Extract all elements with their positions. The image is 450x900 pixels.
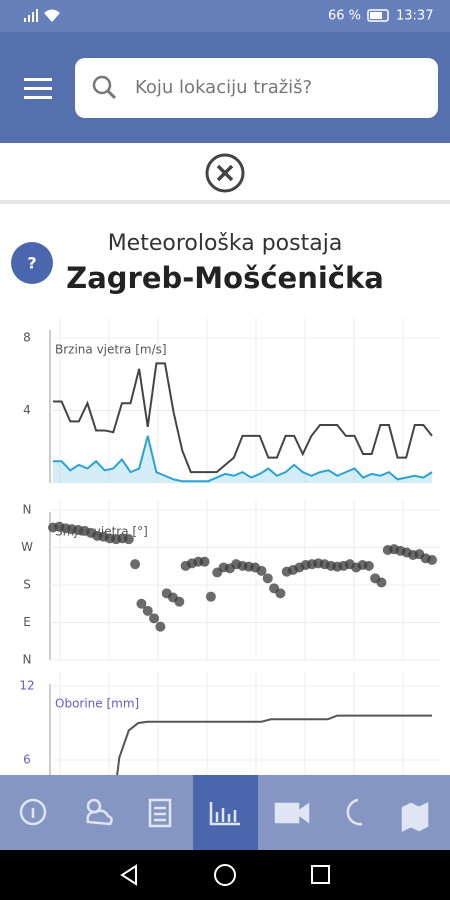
y-tick-label: W <box>21 540 33 554</box>
clock: 13:37 <box>396 9 433 24</box>
point <box>136 598 147 609</box>
search-placeholder: Koju lokaciju tražiš? <box>135 77 312 98</box>
battery-icon <box>367 9 389 22</box>
chart-title: Oborine [mm] <box>55 697 139 711</box>
chart-title: Brzina vjetra [m/s] <box>55 343 167 357</box>
station-heading: Meteorološka postaja <box>108 231 343 256</box>
recents-button[interactable] <box>311 865 330 884</box>
point <box>142 605 153 616</box>
search-icon <box>92 75 112 95</box>
menu-button[interactable] <box>24 78 52 99</box>
back-button[interactable] <box>120 864 137 886</box>
help-button[interactable] <box>11 242 53 284</box>
series-line <box>53 362 433 474</box>
point <box>427 555 437 565</box>
signal-icon <box>24 9 38 22</box>
y-tick-label: N <box>23 653 32 667</box>
y-tick-label: 8 <box>23 331 31 345</box>
wifi-icon <box>44 9 60 22</box>
y-tick-label: 4 <box>23 403 31 417</box>
point <box>149 613 160 624</box>
status-bar <box>0 0 450 32</box>
y-tick-label: E <box>23 615 31 629</box>
info-tab[interactable] <box>19 798 47 826</box>
chart-panel <box>0 318 450 488</box>
point <box>275 588 286 599</box>
charts: 4 8 Brzina vjetra [m/s] N W S E N Smjer vjetra [… <box>0 318 450 775</box>
battery-level <box>370 12 382 19</box>
series-line <box>116 714 432 775</box>
camera-tab[interactable] <box>274 802 310 824</box>
help-label: ? <box>27 254 36 273</box>
active-tab <box>193 775 258 850</box>
y-tick-label: 12 <box>19 679 34 693</box>
report-tab[interactable] <box>148 798 172 828</box>
y-tick-label: 6 <box>23 753 31 767</box>
chart-title: Smjer vjetra [°] <box>55 525 148 539</box>
series-area <box>53 435 432 483</box>
home-button[interactable] <box>214 864 236 886</box>
point <box>174 596 185 607</box>
chart-panel <box>0 672 450 775</box>
moon-tab[interactable] <box>346 798 363 826</box>
point <box>262 573 273 584</box>
point <box>130 559 141 570</box>
station-name: Zagreb-Mošćenička <box>66 261 384 295</box>
close-button[interactable] <box>205 153 245 193</box>
graphs-tab[interactable] <box>209 802 240 826</box>
point <box>376 577 387 588</box>
map-tab[interactable] <box>401 801 429 833</box>
point <box>123 534 134 545</box>
search-icon-handle <box>106 89 117 100</box>
point <box>256 565 267 576</box>
point <box>205 591 216 602</box>
point <box>155 621 166 632</box>
y-tick-label: N <box>23 503 32 517</box>
y-tick-label: S <box>23 578 31 592</box>
point <box>199 556 210 567</box>
forecast-tab[interactable] <box>86 798 113 826</box>
system-nav <box>0 850 450 900</box>
search-box[interactable] <box>75 58 438 118</box>
point <box>363 560 374 571</box>
divider <box>0 200 450 204</box>
battery-percent: 66 % <box>328 9 361 24</box>
series-line <box>53 435 433 483</box>
